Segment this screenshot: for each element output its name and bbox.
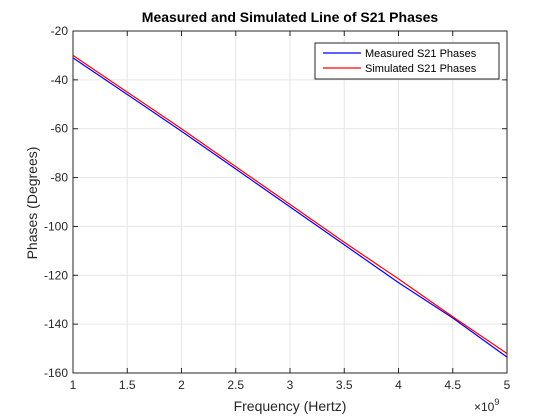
x-axis-label: Frequency (Hertz) bbox=[234, 398, 347, 414]
x-tick-label: 1.5 bbox=[119, 378, 136, 392]
ticks bbox=[72, 30, 508, 374]
y-axis-label: Phases (Degrees) bbox=[24, 147, 40, 260]
series-layer bbox=[72, 54, 508, 358]
x-tick-label: 5 bbox=[504, 378, 511, 392]
x-tick-label: 3.5 bbox=[336, 378, 353, 392]
simulated-s21-phases-line bbox=[72, 54, 508, 354]
x-axis-exponent-power: 9 bbox=[494, 397, 499, 407]
chart-title: Measured and Simulated Line of S21 Phase… bbox=[142, 9, 439, 25]
tick-labels: 1 1.5 2 2.5 3 3.5 4 4.5 5 -20 -40 -60 -80 -100 -120 -14… bbox=[44, 24, 511, 392]
x-tick-label: 4.5 bbox=[444, 378, 461, 392]
y-tick-label: -40 bbox=[51, 73, 69, 87]
x-axis-exponent-base: ×10 bbox=[474, 400, 495, 414]
x-axis-exponent: ×109 bbox=[474, 397, 499, 414]
y-tick-label: -20 bbox=[51, 24, 69, 38]
y-tick-label: -120 bbox=[44, 268, 68, 282]
x-tick-label: 2.5 bbox=[227, 378, 244, 392]
y-tick-label: -60 bbox=[51, 122, 69, 136]
y-tick-label: -140 bbox=[44, 317, 68, 331]
x-tick-label: 1 bbox=[70, 378, 77, 392]
x-tick-label: 4 bbox=[395, 378, 402, 392]
y-tick-label: -100 bbox=[44, 219, 68, 233]
x-tick-label: 2 bbox=[178, 378, 185, 392]
legend-label-measured-s21-phases: Measured S21 Phases bbox=[365, 48, 477, 60]
legend-label-simulated-s21-phases: Simulated S21 Phases bbox=[365, 63, 477, 75]
legend-box bbox=[314, 42, 500, 80]
measured-s21-phases-line bbox=[72, 57, 508, 358]
y-tick-label: -160 bbox=[44, 366, 68, 380]
y-tick-label: -80 bbox=[51, 171, 69, 185]
x-tick-label: 3 bbox=[287, 378, 294, 392]
legend: Measured S21 Phases Simulated S21 Phases bbox=[314, 42, 500, 80]
